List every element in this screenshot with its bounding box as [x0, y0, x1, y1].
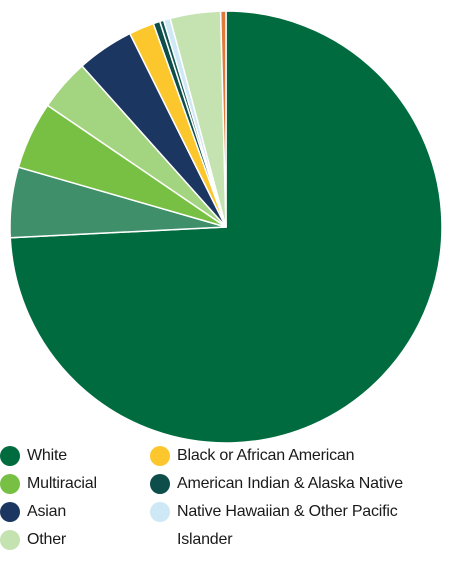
legend-swatch-black [150, 446, 170, 466]
legend-label-multiracial: Multiracial [27, 475, 97, 492]
pie-chart [9, 10, 443, 443]
legend-swatch-american-indian [150, 474, 170, 494]
legend-swatch-other [0, 530, 20, 550]
legend-swatch-native-hawaiian [150, 502, 170, 522]
legend-item-other: Other [0, 529, 66, 551]
legend-swatch-asian [0, 502, 20, 522]
legend-label-white: White [27, 447, 67, 464]
legend-item-native-hawaiian: Native Hawaiian & Other Pacific [150, 501, 398, 523]
legend-item-islander-continuation: Islander [177, 529, 233, 551]
legend-label-american-indian: American Indian & Alaska Native [177, 475, 403, 492]
legend-item-white: White [0, 445, 67, 467]
legend-label-native-hawaiian: Native Hawaiian & Other Pacific [177, 503, 398, 520]
legend-swatch-white [0, 446, 20, 466]
legend-label-islander: Islander [177, 531, 233, 548]
legend: White Multiracial Asian Other Black or A… [0, 443, 471, 573]
legend-label-other: Other [27, 531, 67, 548]
legend-item-american-indian: American Indian & Alaska Native [150, 473, 403, 495]
legend-label-asian: Asian [27, 503, 67, 520]
pie-slice-other-thin [219, 10, 227, 228]
legend-item-black: Black or African American [150, 445, 355, 467]
legend-item-asian: Asian [0, 501, 66, 523]
legend-label-black: Black or African American [177, 447, 355, 464]
legend-swatch-multiracial [0, 474, 20, 494]
legend-item-multiracial: Multiracial [0, 473, 97, 495]
